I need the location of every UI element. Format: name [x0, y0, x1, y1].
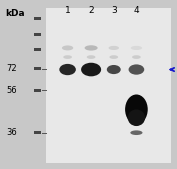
Ellipse shape [81, 63, 101, 76]
Ellipse shape [128, 110, 145, 126]
Bar [35, 89, 41, 92]
Ellipse shape [131, 46, 142, 50]
Ellipse shape [125, 94, 148, 124]
Ellipse shape [109, 46, 119, 50]
Text: 2: 2 [88, 6, 94, 15]
Ellipse shape [87, 55, 95, 59]
Ellipse shape [85, 45, 98, 51]
Text: 4: 4 [134, 6, 139, 15]
Bar [35, 67, 41, 70]
Ellipse shape [63, 55, 72, 59]
Text: 3: 3 [111, 6, 117, 15]
Text: 1: 1 [65, 6, 70, 15]
Bar [46, 8, 171, 163]
Text: 56: 56 [7, 86, 17, 95]
Ellipse shape [130, 130, 142, 135]
Ellipse shape [107, 65, 121, 74]
Bar [35, 17, 41, 20]
Bar [35, 33, 41, 36]
Ellipse shape [109, 55, 118, 59]
Bar [35, 48, 41, 51]
Text: 72: 72 [7, 64, 17, 73]
Text: kDa: kDa [5, 9, 24, 18]
Ellipse shape [59, 64, 76, 75]
Ellipse shape [129, 64, 144, 75]
Ellipse shape [132, 55, 141, 59]
Ellipse shape [62, 45, 73, 50]
Text: 36: 36 [7, 128, 17, 137]
Bar [35, 131, 41, 134]
